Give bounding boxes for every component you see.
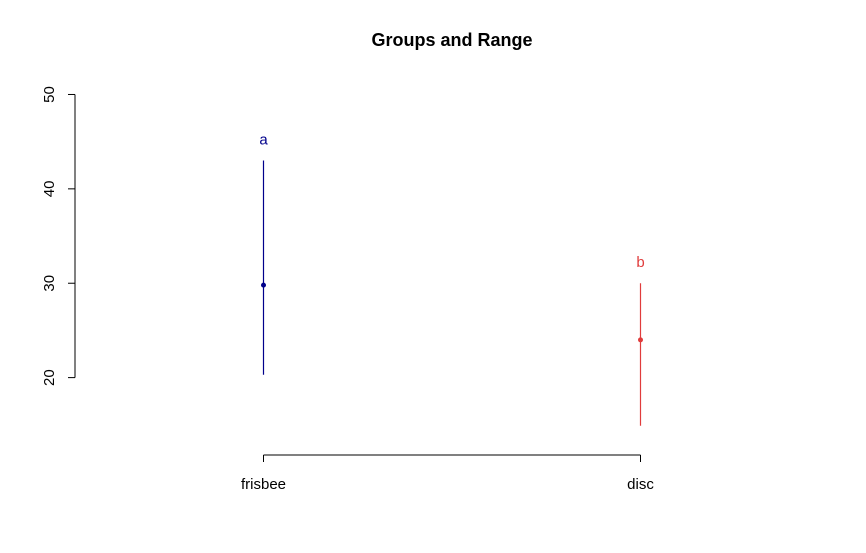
y-tick-label: 50	[41, 86, 58, 103]
mean-point	[261, 282, 266, 288]
group-label: b	[636, 254, 644, 271]
group-label: a	[259, 132, 268, 149]
mean-point	[638, 337, 643, 343]
chart-title: Groups and Range	[371, 30, 532, 50]
x-tick-label: frisbee	[241, 476, 286, 493]
y-tick-label: 20	[41, 369, 58, 386]
x-tick-label: disc	[627, 476, 654, 493]
y-tick-label: 40	[41, 181, 58, 198]
y-tick-label: 30	[41, 275, 58, 292]
